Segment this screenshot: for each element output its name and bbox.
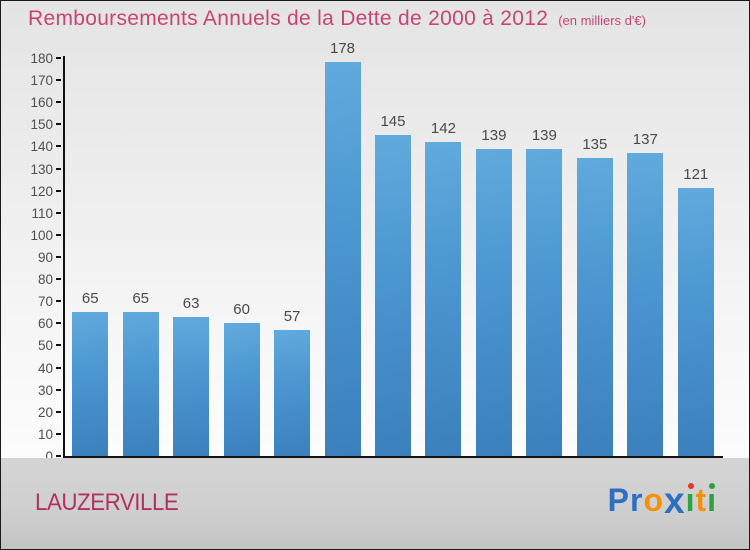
bar-2000	[72, 312, 109, 456]
bar-2007	[425, 142, 462, 456]
y-tick-label: 110	[31, 205, 53, 221]
bar-2004	[274, 329, 311, 456]
y-tick-label: 70	[37, 294, 53, 310]
logo-letter: r	[629, 482, 644, 518]
chart-subtitle: (en milliers d'€)	[558, 13, 646, 28]
y-tick-mark	[56, 123, 61, 126]
y-tick-label: 140	[30, 139, 53, 155]
y-tick-label: 130	[30, 161, 53, 177]
y-tick-label: 0	[45, 449, 53, 464]
y-tick-mark	[56, 145, 61, 148]
x-axis-line	[63, 456, 723, 458]
y-tick-mark	[56, 211, 61, 214]
bar-chart-plot-area: 65 65 63 60 57 178 145 142 139 139 135 137 121	[65, 40, 721, 456]
bar-2010	[576, 157, 613, 456]
bar-2009	[526, 148, 563, 456]
municipality-label: LAUZERVILLE	[35, 489, 179, 516]
bar-value-label: 65	[81, 290, 99, 308]
bar-value-label: 137	[632, 131, 658, 149]
y-tick-label: 100	[30, 227, 53, 243]
y-axis: 0 10 20 30 40 50 60 70 80 90 100 110 120 130 140 150 160…	[1, 51, 63, 464]
bar-2011	[627, 153, 664, 456]
footer: LAUZERVILLE Proxı tı	[1, 458, 749, 549]
bar-value-label: 135	[582, 135, 608, 153]
bar-2006	[375, 135, 411, 456]
y-tick-mark	[56, 57, 61, 59]
y-tick-mark	[56, 455, 61, 457]
y-tick-label: 60	[37, 316, 53, 332]
bar-value-label: 145	[380, 113, 406, 131]
y-tick-label: 10	[37, 426, 53, 442]
bar-value-label: 63	[182, 294, 200, 312]
y-axis-line	[63, 56, 65, 458]
y-tick-label: 40	[37, 360, 53, 376]
logo-letter: ı	[707, 482, 717, 518]
bar-2005	[324, 62, 361, 456]
bar-2002	[173, 316, 210, 456]
bar-value-label: 57	[283, 307, 301, 325]
logo-letter: t	[695, 482, 708, 518]
title-row: Remboursements Annuels de la Dette de 20…	[28, 7, 646, 31]
y-tick-mark	[56, 432, 61, 435]
y-tick-mark	[56, 322, 61, 325]
bar-value-label: 121	[683, 166, 709, 184]
y-tick-label: 20	[37, 404, 53, 420]
y-tick-mark	[56, 189, 61, 192]
bar-value-label: 139	[531, 126, 557, 144]
chart-region: Remboursements Annuels de la Dette de 20…	[1, 1, 749, 476]
bar-value-label: 65	[132, 290, 150, 308]
logo-letter-dot	[709, 483, 716, 489]
y-tick-mark	[56, 366, 61, 369]
y-tick-mark	[56, 233, 61, 236]
y-tick-mark	[56, 388, 61, 391]
logo-letter: ı	[685, 482, 696, 518]
y-tick-label: 120	[30, 183, 53, 199]
proxiti-logo: Proxı tı	[607, 480, 717, 521]
y-tick-label: 170	[30, 73, 53, 89]
y-tick-mark	[56, 256, 61, 258]
bar-value-label: 142	[430, 120, 456, 138]
y-tick-mark	[56, 278, 61, 281]
y-tick-label: 160	[30, 95, 53, 111]
y-tick-mark	[56, 167, 61, 170]
y-tick-label: 180	[30, 51, 53, 66]
y-tick-label: 50	[37, 338, 53, 354]
logo-letter: o	[643, 482, 664, 518]
y-tick-mark	[56, 79, 61, 82]
y-tick-label: 150	[30, 117, 53, 133]
chart-title: Remboursements Annuels de la Dette de 20…	[28, 7, 549, 30]
bar-2012	[677, 188, 714, 456]
y-tick-mark	[56, 101, 61, 104]
bar-value-label: 139	[481, 126, 507, 144]
y-tick-label: 30	[37, 382, 53, 398]
bar-2003	[223, 323, 260, 456]
logo-letter: P	[607, 482, 630, 518]
bar-value-label: 60	[233, 301, 250, 319]
y-tick-label: 80	[37, 272, 53, 288]
bar-value-label: 178	[330, 40, 356, 58]
y-tick-mark	[56, 344, 61, 347]
logo-letter-dot	[687, 483, 694, 489]
y-tick-mark	[56, 300, 61, 303]
y-tick-mark	[56, 410, 61, 413]
y-tick-label: 90	[37, 250, 53, 265]
bar-2001	[122, 312, 159, 456]
bar-2008	[475, 148, 512, 456]
